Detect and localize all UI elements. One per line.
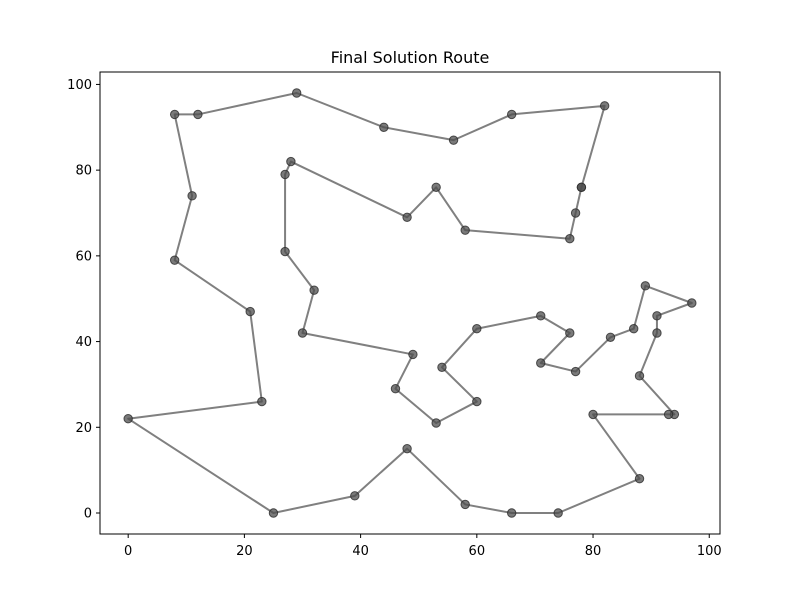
route-point xyxy=(460,499,470,510)
chart-title: Final Solution Route xyxy=(331,48,490,67)
route-point xyxy=(663,409,674,420)
route-point xyxy=(390,384,401,394)
route-point xyxy=(536,358,546,368)
x-tick-label: 20 xyxy=(236,544,253,559)
x-tick-label: 80 xyxy=(585,544,602,559)
route-point xyxy=(350,491,360,501)
route-point xyxy=(187,191,197,201)
route-point xyxy=(570,366,581,377)
route-point xyxy=(268,508,279,518)
route-point xyxy=(402,444,412,454)
route-point xyxy=(634,474,645,484)
route-point xyxy=(472,396,482,407)
route-point xyxy=(280,246,290,257)
route-point xyxy=(536,311,546,321)
route-point xyxy=(379,122,389,132)
route-point xyxy=(448,135,459,145)
route-point xyxy=(599,101,610,111)
route-point xyxy=(280,169,290,180)
y-tick-label: 40 xyxy=(75,335,92,350)
route-point xyxy=(431,182,441,192)
y-tick-label: 0 xyxy=(84,507,92,522)
y-tick-label: 80 xyxy=(75,164,92,179)
route-point xyxy=(297,328,308,338)
route-point xyxy=(629,324,639,334)
y-axis: 0 20 40 60 80 100 xyxy=(67,78,100,522)
route-point xyxy=(123,414,133,424)
axes-frame xyxy=(99,71,721,535)
x-tick-label: 40 xyxy=(352,544,369,559)
x-tick-label: 60 xyxy=(469,544,486,559)
route-point xyxy=(169,109,180,120)
route-point xyxy=(553,508,563,518)
route-point xyxy=(169,255,180,265)
route-point xyxy=(576,182,587,192)
plot-layer xyxy=(123,88,697,518)
route-point xyxy=(652,311,662,321)
route-point xyxy=(687,298,697,308)
route-point xyxy=(565,234,575,244)
x-tick-label: 100 xyxy=(697,544,722,559)
route-point xyxy=(309,285,319,295)
route-point xyxy=(640,281,651,291)
y-tick-label: 60 xyxy=(75,249,92,264)
route-point xyxy=(402,212,412,222)
route-point xyxy=(634,371,645,381)
route-point xyxy=(605,332,616,342)
route-point xyxy=(652,328,662,338)
y-tick-label: 20 xyxy=(75,421,92,436)
x-axis: 0 20 40 60 80 100 xyxy=(124,534,722,559)
route-point xyxy=(506,508,517,518)
y-tick-label: 100 xyxy=(67,78,92,93)
route-point xyxy=(291,88,302,98)
route-point xyxy=(472,324,482,334)
x-tick-label: 0 xyxy=(124,544,132,559)
route-point xyxy=(588,409,598,420)
route-point xyxy=(437,362,447,372)
route-point xyxy=(193,109,203,120)
route-point xyxy=(565,328,575,338)
route-point xyxy=(431,418,441,428)
route-point xyxy=(408,349,418,360)
route-point xyxy=(286,156,296,167)
route-point xyxy=(460,225,470,235)
route-point xyxy=(506,109,517,120)
route-point xyxy=(257,396,267,407)
route-point xyxy=(245,306,255,317)
route-point xyxy=(570,208,581,218)
